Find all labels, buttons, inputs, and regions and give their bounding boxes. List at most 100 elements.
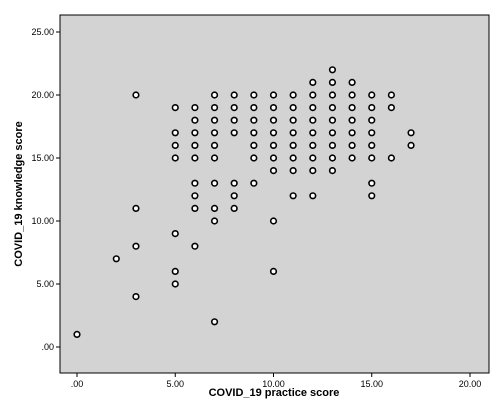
x-tick-label: 5.00 <box>166 379 184 389</box>
data-point <box>210 154 219 162</box>
data-point <box>269 129 278 137</box>
data-point <box>191 116 199 124</box>
data-point <box>328 167 337 175</box>
x-axis-ticks: .00 5.00 10.00 15.00 20.00 <box>71 373 482 389</box>
data-point <box>309 103 317 112</box>
data-point <box>289 103 297 112</box>
data-point <box>348 129 356 137</box>
x-tick-label: 10.00 <box>262 379 285 389</box>
data-point <box>289 91 297 99</box>
data-point <box>269 217 278 225</box>
data-point <box>309 141 317 149</box>
data-point <box>171 267 179 276</box>
data-point <box>387 91 396 99</box>
data-point <box>250 141 258 149</box>
data-point <box>210 91 219 99</box>
data-point <box>309 167 317 175</box>
data-point <box>328 78 337 86</box>
data-point <box>210 179 219 187</box>
data-point <box>289 192 297 200</box>
x-tick-label: 15.00 <box>360 379 383 389</box>
data-point <box>309 78 317 86</box>
data-point <box>171 141 179 149</box>
data-point <box>132 293 140 301</box>
data-point <box>210 129 219 137</box>
data-point <box>368 154 376 162</box>
x-tick-label: 20.00 <box>459 379 482 389</box>
data-point <box>210 103 219 112</box>
data-point <box>289 167 297 175</box>
data-point <box>250 91 258 99</box>
data-point <box>328 129 337 137</box>
data-point <box>328 116 337 124</box>
data-point <box>328 91 337 99</box>
data-point <box>230 129 238 137</box>
data-point <box>368 103 376 112</box>
data-point <box>368 116 376 124</box>
data-point <box>191 192 199 200</box>
data-point <box>230 192 238 200</box>
data-point <box>348 116 356 124</box>
y-axis-ticks: .00 5.00 10.00 15.00 20.00 25.00 <box>31 27 60 352</box>
data-point <box>269 167 278 175</box>
data-point <box>387 103 396 112</box>
data-point <box>309 116 317 124</box>
data-point <box>230 91 238 99</box>
data-point <box>250 116 258 124</box>
data-point <box>171 280 179 288</box>
plot-area <box>59 14 490 374</box>
data-point <box>368 179 376 187</box>
data-point <box>171 230 179 238</box>
data-point <box>112 255 120 263</box>
y-tick-label: 15.00 <box>31 153 54 163</box>
data-point <box>171 129 179 137</box>
data-point <box>289 116 297 124</box>
y-tick-label: 20.00 <box>31 90 54 100</box>
data-point <box>269 91 278 99</box>
data-point <box>191 129 199 137</box>
x-axis-title: COVID_19 practice score <box>209 387 340 399</box>
data-point <box>387 154 396 162</box>
data-point <box>210 141 219 149</box>
x-tick-label: .00 <box>71 379 84 389</box>
data-point <box>368 91 376 99</box>
data-point <box>348 103 356 112</box>
data-point <box>269 103 278 112</box>
data-point <box>328 103 337 112</box>
data-point <box>191 179 199 187</box>
data-point <box>191 204 199 212</box>
data-point <box>328 141 337 149</box>
data-point <box>250 129 258 137</box>
data-point <box>230 204 238 212</box>
data-point <box>269 116 278 124</box>
data-point <box>132 91 140 99</box>
data-point <box>309 154 317 162</box>
data-point <box>191 154 199 162</box>
data-point <box>407 129 415 137</box>
data-point <box>230 179 238 187</box>
y-tick-label: 10.00 <box>31 216 54 226</box>
data-point <box>171 103 179 112</box>
data-point <box>289 141 297 149</box>
data-point <box>407 141 415 149</box>
data-point <box>250 154 258 162</box>
y-tick-label: 25.00 <box>31 27 54 37</box>
data-point <box>269 267 278 276</box>
data-point <box>368 141 376 149</box>
data-point <box>250 103 258 112</box>
data-point <box>210 204 219 212</box>
data-point <box>289 154 297 162</box>
data-point <box>191 242 199 250</box>
data-point <box>132 242 140 250</box>
data-point <box>171 154 179 162</box>
data-point <box>210 318 219 326</box>
data-point <box>368 129 376 137</box>
data-point <box>368 192 376 200</box>
data-point <box>328 154 337 162</box>
data-point <box>269 141 278 149</box>
data-point <box>210 116 219 124</box>
data-point <box>289 129 297 137</box>
data-point <box>230 103 238 112</box>
data-point <box>132 204 140 212</box>
